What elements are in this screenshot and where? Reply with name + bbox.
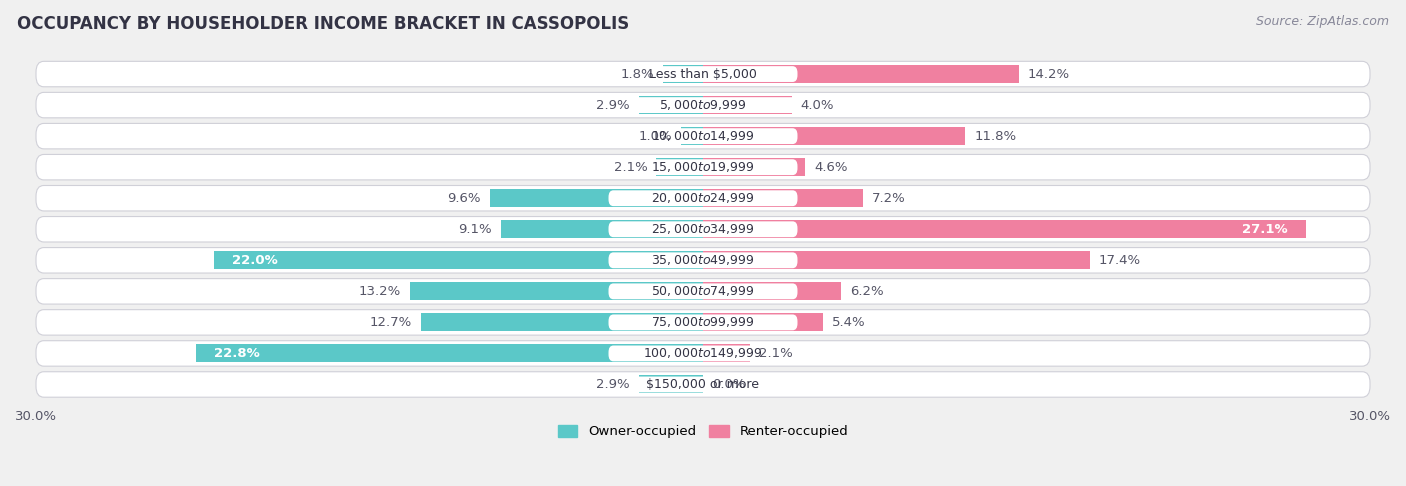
Bar [703, 127, 966, 145]
Text: OCCUPANCY BY HOUSEHOLDER INCOME BRACKET IN CASSOPOLIS: OCCUPANCY BY HOUSEHOLDER INCOME BRACKET … [17, 15, 628, 33]
Text: 0.0%: 0.0% [711, 378, 745, 391]
FancyBboxPatch shape [609, 314, 797, 330]
FancyBboxPatch shape [37, 123, 1369, 149]
Text: $25,000 to $34,999: $25,000 to $34,999 [651, 222, 755, 236]
Bar [638, 376, 703, 394]
Text: 17.4%: 17.4% [1098, 254, 1140, 267]
FancyBboxPatch shape [609, 97, 797, 113]
Bar [703, 282, 841, 300]
FancyBboxPatch shape [37, 61, 1369, 87]
Bar [681, 127, 703, 145]
FancyBboxPatch shape [37, 372, 1369, 397]
Text: 1.0%: 1.0% [638, 130, 672, 142]
Bar [703, 158, 806, 176]
Bar [703, 220, 1306, 238]
FancyBboxPatch shape [37, 341, 1369, 366]
FancyBboxPatch shape [609, 191, 797, 206]
Text: 11.8%: 11.8% [974, 130, 1017, 142]
FancyBboxPatch shape [609, 252, 797, 268]
Text: $15,000 to $19,999: $15,000 to $19,999 [651, 160, 755, 174]
Text: $35,000 to $49,999: $35,000 to $49,999 [651, 253, 755, 267]
Text: 1.8%: 1.8% [620, 68, 654, 81]
Text: 2.1%: 2.1% [613, 161, 647, 174]
FancyBboxPatch shape [609, 159, 797, 175]
FancyBboxPatch shape [37, 217, 1369, 242]
Text: Less than $5,000: Less than $5,000 [650, 68, 756, 81]
FancyBboxPatch shape [609, 377, 797, 392]
Text: 2.1%: 2.1% [759, 347, 793, 360]
FancyBboxPatch shape [37, 186, 1369, 211]
Bar [703, 313, 823, 331]
FancyBboxPatch shape [37, 310, 1369, 335]
Bar [703, 65, 1019, 83]
Text: 22.0%: 22.0% [232, 254, 277, 267]
FancyBboxPatch shape [37, 278, 1369, 304]
Text: 27.1%: 27.1% [1241, 223, 1288, 236]
FancyBboxPatch shape [609, 66, 797, 82]
Text: $75,000 to $99,999: $75,000 to $99,999 [651, 315, 755, 330]
FancyBboxPatch shape [609, 283, 797, 299]
FancyBboxPatch shape [37, 155, 1369, 180]
Bar [657, 158, 703, 176]
Text: $150,000 or more: $150,000 or more [647, 378, 759, 391]
Bar [703, 96, 792, 114]
Text: 22.8%: 22.8% [214, 347, 260, 360]
Text: 7.2%: 7.2% [872, 191, 905, 205]
FancyBboxPatch shape [609, 221, 797, 237]
Bar [214, 251, 703, 269]
Bar [638, 96, 703, 114]
Bar [703, 189, 863, 207]
Text: 9.6%: 9.6% [447, 191, 481, 205]
Text: 2.9%: 2.9% [596, 99, 630, 112]
Bar [195, 345, 703, 363]
Text: $5,000 to $9,999: $5,000 to $9,999 [659, 98, 747, 112]
Text: 4.0%: 4.0% [801, 99, 834, 112]
Text: $20,000 to $24,999: $20,000 to $24,999 [651, 191, 755, 205]
Text: $100,000 to $149,999: $100,000 to $149,999 [644, 347, 762, 361]
Text: 13.2%: 13.2% [359, 285, 401, 298]
Text: $50,000 to $74,999: $50,000 to $74,999 [651, 284, 755, 298]
FancyBboxPatch shape [37, 92, 1369, 118]
Text: 5.4%: 5.4% [832, 316, 866, 329]
Bar [664, 65, 703, 83]
FancyBboxPatch shape [37, 247, 1369, 273]
Text: 6.2%: 6.2% [849, 285, 883, 298]
Bar [501, 220, 703, 238]
Bar [703, 345, 749, 363]
Bar [703, 251, 1090, 269]
Text: $10,000 to $14,999: $10,000 to $14,999 [651, 129, 755, 143]
FancyBboxPatch shape [609, 346, 797, 362]
Text: 12.7%: 12.7% [370, 316, 412, 329]
Bar [489, 189, 703, 207]
Text: 9.1%: 9.1% [458, 223, 492, 236]
Bar [420, 313, 703, 331]
Text: Source: ZipAtlas.com: Source: ZipAtlas.com [1256, 15, 1389, 28]
Bar [409, 282, 703, 300]
Text: 14.2%: 14.2% [1028, 68, 1070, 81]
FancyBboxPatch shape [609, 128, 797, 144]
Text: 2.9%: 2.9% [596, 378, 630, 391]
Legend: Owner-occupied, Renter-occupied: Owner-occupied, Renter-occupied [553, 420, 853, 444]
Text: 4.6%: 4.6% [814, 161, 848, 174]
